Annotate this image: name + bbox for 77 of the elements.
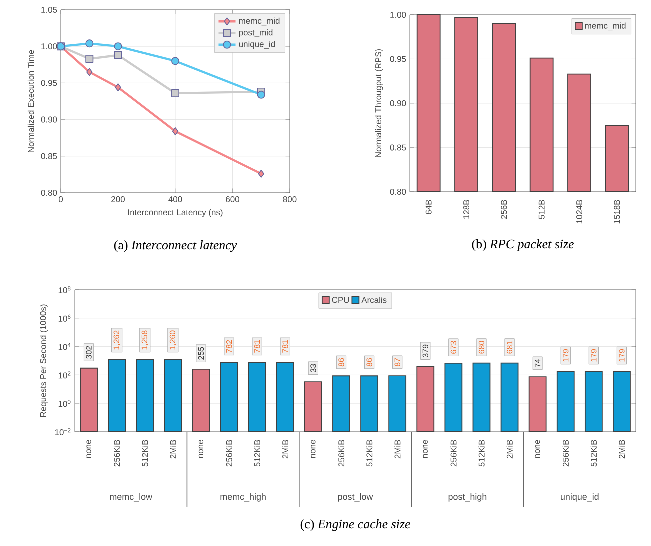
text: post_high xyxy=(448,494,487,502)
point xyxy=(114,42,122,51)
x-tick-label: 256B xyxy=(501,200,508,220)
y-tick-label: 0.90 xyxy=(41,116,58,123)
y-tick-label: 0.95 xyxy=(41,80,58,86)
y-tick-label: 0.80 xyxy=(390,188,406,195)
point xyxy=(115,84,122,92)
x-tick-label: none xyxy=(423,440,428,458)
x-tick-label: none xyxy=(86,440,92,458)
y-tick-label: 0.90 xyxy=(390,100,406,106)
point xyxy=(86,55,94,64)
legend-label: post_mid xyxy=(239,29,273,38)
x-tick-label: 512KiB xyxy=(478,440,485,467)
point xyxy=(172,89,180,98)
y-tick-label: 10$^{6}$ xyxy=(58,314,71,322)
x-tick-label: 200 xyxy=(112,196,125,202)
text: (c) Engine cache size xyxy=(300,520,410,532)
x-tick-label: none xyxy=(311,440,316,458)
point xyxy=(86,68,93,76)
y-tick-label: 1.00 xyxy=(390,12,406,18)
text: post_low xyxy=(338,494,374,502)
y-axis-title: Normalized Througput (RPS) xyxy=(375,49,384,158)
y-tick-label: 10$^{8}$ xyxy=(58,286,71,294)
y-tick-label: 0.85 xyxy=(41,153,58,160)
x-tick-label: 512KiB xyxy=(366,440,373,467)
x-tick-label: 600 xyxy=(226,196,240,202)
x-tick-label: 512KiB xyxy=(254,440,260,467)
x-tick-label: 0 xyxy=(58,196,64,202)
x-tick-label: 256KiB xyxy=(338,440,345,467)
x-tick-label: 2MiB xyxy=(170,440,176,459)
legend-label: CPU xyxy=(332,297,350,304)
x-tick-label: 512B xyxy=(538,200,545,220)
x-tick-label: 256KiB xyxy=(562,440,569,467)
x-tick-label: 400 xyxy=(168,196,182,202)
x-tick-label: 512KiB xyxy=(590,440,598,467)
x-tick-label: 2MiB xyxy=(394,440,401,459)
y-axis-title: Normalized Execution Time xyxy=(28,50,34,152)
point xyxy=(86,40,94,48)
x-tick-label: none xyxy=(198,440,204,458)
x-tick-label: 64B xyxy=(426,200,432,214)
y-tick-label: 10$^{4}$ xyxy=(58,343,71,350)
y-tick-label: 1.00 xyxy=(42,44,58,50)
x-tick-label: 2MiB xyxy=(506,440,513,459)
x-tick-label: 2MiB xyxy=(618,440,626,459)
y-tick-label: 0.85 xyxy=(390,144,406,151)
text: memc_low xyxy=(110,494,153,502)
x-tick-label: 512KiB xyxy=(142,440,148,467)
y-tick-label: 0.95 xyxy=(390,56,406,62)
point xyxy=(257,90,266,99)
legend-label: Arcalis xyxy=(362,297,387,304)
text: memc_high xyxy=(220,494,266,502)
y-tick-label: 10$^{−2}$ xyxy=(55,428,71,436)
x-tick-label: 256KiB xyxy=(114,440,120,467)
x-tick-label: 800 xyxy=(283,196,297,202)
text: (a) Interconnect latency xyxy=(114,240,238,252)
x-tick-label: 1024B xyxy=(576,200,582,224)
point xyxy=(172,57,180,66)
text: (b) RPC packet size xyxy=(472,240,574,252)
x-tick-label: 1518B xyxy=(614,200,620,224)
y-tick-label: 1.05 xyxy=(42,6,58,13)
x-tick-label: 256KiB xyxy=(226,440,232,467)
x-axis-title: Interconnect Latency (ns) xyxy=(128,209,223,218)
y-axis-title: Requests Per Second (1000s) xyxy=(40,304,48,418)
legend-label: memc_mid xyxy=(239,18,280,26)
text: unique_id xyxy=(561,494,599,502)
y-tick-label: 10$^{0}$ xyxy=(58,400,71,408)
x-tick-label: 2MiB xyxy=(282,440,288,459)
x-tick-label: 256KiB xyxy=(450,440,457,467)
point xyxy=(258,170,264,178)
legend-label: memc_mid xyxy=(585,22,626,31)
y-tick-label: 10$^{2}$ xyxy=(58,372,71,379)
legend-label: unique_id xyxy=(239,41,276,49)
x-tick-label: none xyxy=(536,440,540,458)
point xyxy=(114,51,122,60)
point xyxy=(172,128,179,136)
y-tick-label: 0.80 xyxy=(41,190,58,196)
x-tick-label: 128B xyxy=(464,200,470,219)
